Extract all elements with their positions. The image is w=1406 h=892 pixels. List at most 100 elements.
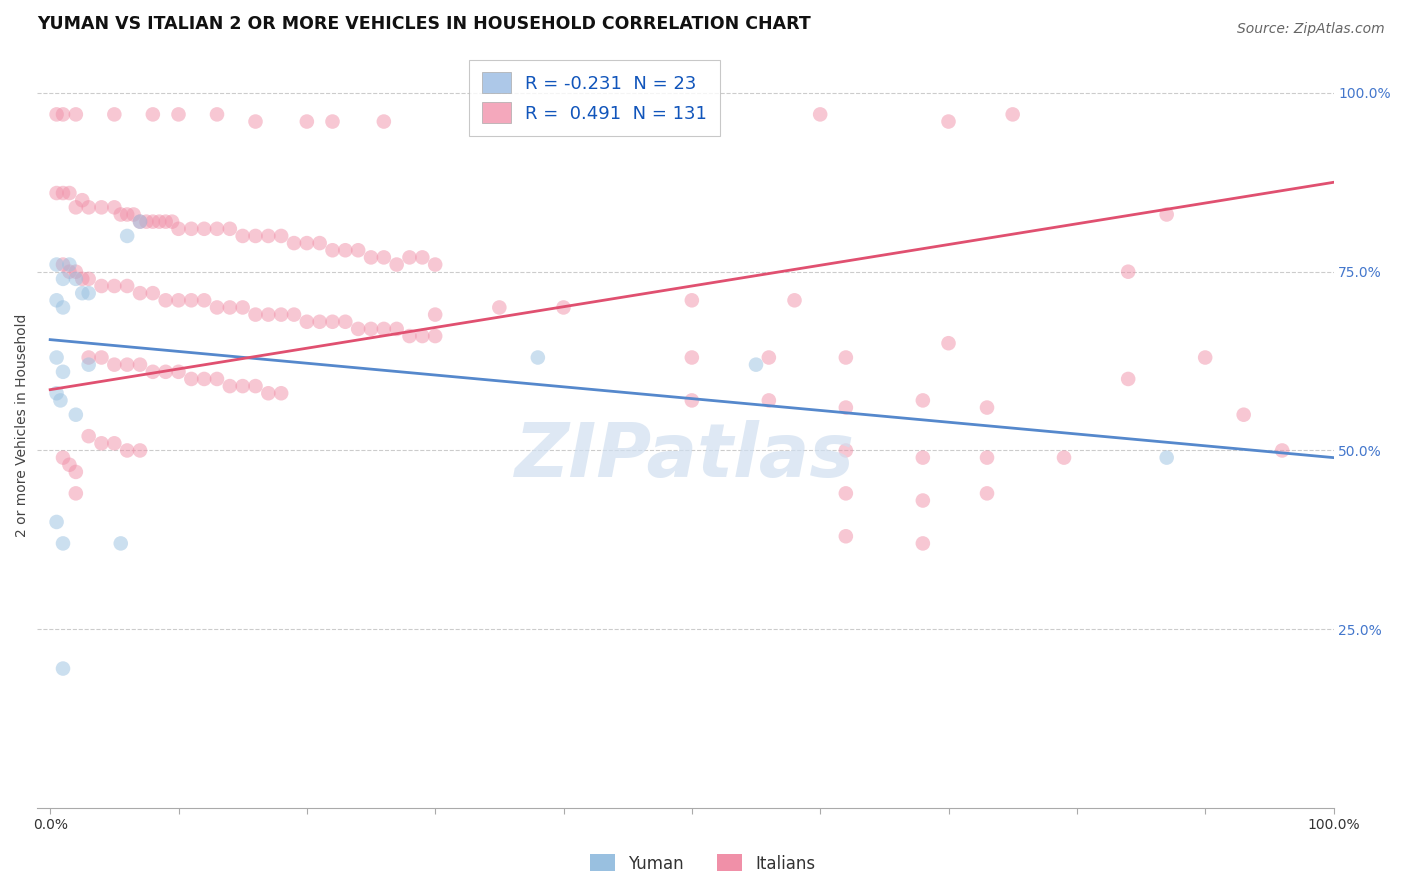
Point — [45, 293, 67, 308]
Point — [1053, 450, 1076, 465]
Point — [808, 107, 831, 121]
Point — [45, 186, 67, 200]
Point — [180, 222, 202, 236]
Point — [65, 200, 87, 214]
Point — [103, 436, 125, 450]
Point — [373, 251, 395, 265]
Point — [321, 114, 343, 128]
Point — [58, 265, 80, 279]
Point — [385, 322, 408, 336]
Point — [103, 107, 125, 121]
Point — [681, 393, 703, 408]
Point — [360, 251, 382, 265]
Point — [58, 258, 80, 272]
Point — [129, 286, 152, 301]
Point — [232, 229, 254, 244]
Point — [129, 443, 152, 458]
Point — [938, 336, 960, 351]
Point — [425, 258, 447, 272]
Point — [411, 251, 433, 265]
Point — [1233, 408, 1256, 422]
Point — [90, 351, 112, 365]
Point — [65, 272, 87, 286]
Point — [911, 493, 934, 508]
Point — [218, 379, 240, 393]
Point — [115, 207, 138, 221]
Point — [193, 293, 215, 308]
Point — [270, 386, 292, 401]
Point — [758, 351, 780, 365]
Point — [835, 486, 858, 500]
Point — [142, 286, 165, 301]
Point — [58, 458, 80, 472]
Point — [142, 365, 165, 379]
Point — [758, 393, 780, 408]
Point — [77, 200, 100, 214]
Point — [308, 236, 330, 251]
Point — [103, 279, 125, 293]
Point — [911, 536, 934, 550]
Point — [385, 258, 408, 272]
Point — [52, 365, 75, 379]
Point — [155, 293, 177, 308]
Point — [52, 272, 75, 286]
Point — [976, 486, 998, 500]
Point — [1156, 207, 1178, 221]
Point — [245, 308, 267, 322]
Point — [245, 379, 267, 393]
Point — [122, 207, 145, 221]
Point — [167, 107, 190, 121]
Point — [1001, 107, 1024, 121]
Point — [911, 450, 934, 465]
Point — [180, 293, 202, 308]
Point — [425, 308, 447, 322]
Point — [45, 515, 67, 529]
Point — [103, 200, 125, 214]
Legend: R = -0.231  N = 23, R =  0.491  N = 131: R = -0.231 N = 23, R = 0.491 N = 131 — [470, 60, 720, 136]
Point — [142, 214, 165, 228]
Point — [52, 186, 75, 200]
Point — [835, 443, 858, 458]
Point — [115, 229, 138, 244]
Point — [270, 308, 292, 322]
Point — [527, 351, 550, 365]
Point — [70, 286, 93, 301]
Point — [167, 365, 190, 379]
Point — [193, 372, 215, 386]
Point — [52, 450, 75, 465]
Point — [45, 107, 67, 121]
Point — [360, 322, 382, 336]
Point — [65, 408, 87, 422]
Y-axis label: 2 or more Vehicles in Household: 2 or more Vehicles in Household — [15, 314, 30, 537]
Point — [835, 529, 858, 543]
Point — [45, 386, 67, 401]
Point — [553, 301, 575, 315]
Point — [911, 393, 934, 408]
Point — [938, 114, 960, 128]
Point — [148, 214, 170, 228]
Point — [1116, 265, 1139, 279]
Point — [321, 315, 343, 329]
Point — [283, 308, 305, 322]
Point — [321, 244, 343, 258]
Point — [193, 222, 215, 236]
Point — [77, 286, 100, 301]
Point — [335, 315, 357, 329]
Point — [1116, 372, 1139, 386]
Point — [65, 465, 87, 479]
Point — [65, 486, 87, 500]
Point — [373, 322, 395, 336]
Point — [308, 315, 330, 329]
Point — [681, 293, 703, 308]
Point — [129, 214, 152, 228]
Point — [205, 222, 228, 236]
Point — [257, 386, 280, 401]
Point — [52, 301, 75, 315]
Point — [218, 222, 240, 236]
Point — [257, 308, 280, 322]
Point — [115, 358, 138, 372]
Point — [245, 229, 267, 244]
Text: YUMAN VS ITALIAN 2 OR MORE VEHICLES IN HOUSEHOLD CORRELATION CHART: YUMAN VS ITALIAN 2 OR MORE VEHICLES IN H… — [38, 15, 811, 33]
Point — [425, 329, 447, 343]
Point — [129, 358, 152, 372]
